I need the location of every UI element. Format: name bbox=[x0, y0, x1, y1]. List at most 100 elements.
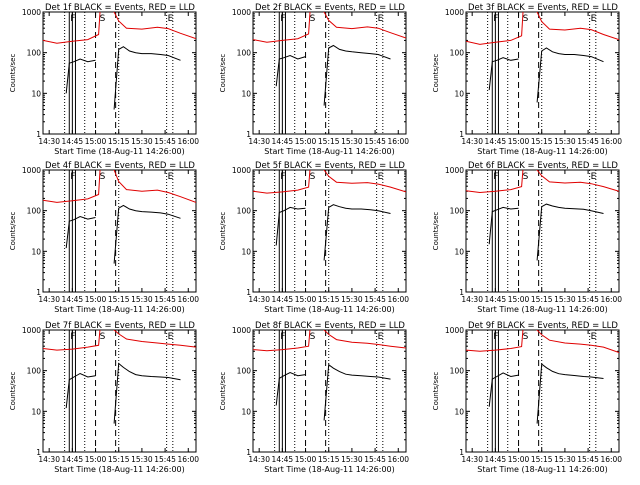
y-tick-label: 10 bbox=[241, 247, 251, 256]
marker-label-s: S bbox=[310, 14, 316, 24]
x-tick-label: 15:30 bbox=[131, 137, 153, 146]
x-tick-label: 15:30 bbox=[554, 295, 576, 304]
marker-label-s: S bbox=[523, 172, 529, 182]
series-line-events bbox=[275, 363, 391, 421]
x-tick-label: 15:00 bbox=[85, 295, 107, 304]
panel-title: Det 5f BLACK = Events, RED = LLD bbox=[255, 161, 405, 171]
x-tick-label: 14:30 bbox=[248, 295, 270, 304]
y-tick-label: 100 bbox=[237, 207, 252, 216]
x-tick-label: 14:45 bbox=[62, 137, 84, 146]
x-tick-label: 15:45 bbox=[364, 137, 386, 146]
marker-label-s: S bbox=[310, 332, 316, 342]
x-tick-label: 14:45 bbox=[485, 295, 507, 304]
x-tick-label: 16:00 bbox=[177, 295, 199, 304]
x-tick-label: 15:00 bbox=[295, 295, 317, 304]
x-tick-label: 15:15 bbox=[531, 295, 553, 304]
x-tick-label: 16:00 bbox=[387, 137, 409, 146]
y-tick-label: 10 bbox=[454, 407, 464, 416]
y-tick-label: 1 bbox=[36, 130, 41, 139]
marker-label-e: E bbox=[168, 172, 174, 182]
series-line-lld bbox=[43, 170, 196, 203]
x-tick-label: 16:00 bbox=[387, 295, 409, 304]
x-tick-label: 16:00 bbox=[387, 455, 409, 464]
x-tick-label: 14:45 bbox=[272, 295, 294, 304]
x-tick-label: 14:30 bbox=[38, 137, 60, 146]
x-tick-label: 15:30 bbox=[131, 295, 153, 304]
marker-label-f: F bbox=[493, 172, 498, 182]
x-tick-label: 14:45 bbox=[272, 137, 294, 146]
panel-title: Det 4f BLACK = Events, RED = LLD bbox=[45, 161, 195, 171]
x-tick-label: 16:00 bbox=[600, 295, 622, 304]
x-tick-label: 15:15 bbox=[108, 455, 130, 464]
series-line-lld bbox=[43, 330, 196, 351]
y-axis-label: Counts/sec bbox=[432, 212, 440, 251]
marker-label-f: F bbox=[280, 14, 285, 24]
x-tick-label: 14:30 bbox=[38, 455, 60, 464]
marker-label-f: F bbox=[70, 14, 75, 24]
x-tick-label: 14:45 bbox=[485, 455, 507, 464]
x-tick-label: 15:30 bbox=[554, 137, 576, 146]
marker-label-e: E bbox=[591, 172, 597, 182]
plot-frame bbox=[252, 169, 407, 293]
x-tick-label: 15:00 bbox=[85, 455, 107, 464]
x-tick-label: 14:30 bbox=[248, 455, 270, 464]
series-line-events bbox=[275, 204, 391, 261]
y-tick-label: 1 bbox=[459, 288, 464, 297]
y-tick-label: 100 bbox=[237, 367, 252, 376]
x-tick-label: 14:45 bbox=[485, 137, 507, 146]
series-line-lld bbox=[466, 330, 619, 353]
y-tick-label: 1 bbox=[246, 288, 251, 297]
y-tick-label: 1000 bbox=[445, 326, 464, 335]
y-tick-label: 1000 bbox=[232, 166, 251, 175]
y-axis-label: Counts/sec bbox=[219, 54, 227, 93]
marker-label-s: S bbox=[523, 332, 529, 342]
x-axis-label: Start Time (18-Aug-11 14:26:00) bbox=[477, 147, 608, 156]
panel-title: Det 7f BLACK = Events, RED = LLD bbox=[45, 321, 195, 331]
series-line-events bbox=[65, 46, 181, 110]
marker-label-e: E bbox=[591, 14, 597, 24]
y-tick-label: 10 bbox=[31, 89, 41, 98]
x-tick-label: 15:30 bbox=[554, 455, 576, 464]
plot-frame bbox=[465, 11, 620, 135]
marker-label-f: F bbox=[493, 14, 498, 24]
x-tick-label: 16:00 bbox=[177, 137, 199, 146]
series-line-lld bbox=[466, 12, 619, 45]
plot-frame bbox=[252, 11, 407, 135]
x-tick-label: 15:30 bbox=[131, 455, 153, 464]
y-tick-label: 1 bbox=[459, 130, 464, 139]
y-axis-label: Counts/sec bbox=[9, 372, 17, 411]
plot-frame bbox=[465, 329, 620, 453]
marker-label-f: F bbox=[493, 332, 498, 342]
y-axis-label: Counts/sec bbox=[9, 54, 17, 93]
marker-label-e: E bbox=[378, 332, 384, 342]
x-axis-label: Start Time (18-Aug-11 14:26:00) bbox=[264, 147, 395, 156]
series-line-lld bbox=[253, 12, 406, 43]
series-line-events bbox=[488, 203, 604, 261]
y-tick-label: 1000 bbox=[22, 166, 41, 175]
y-tick-label: 1000 bbox=[232, 8, 251, 17]
marker-label-e: E bbox=[168, 332, 174, 342]
x-tick-label: 15:15 bbox=[318, 137, 340, 146]
y-axis-label: Counts/sec bbox=[219, 372, 227, 411]
x-tick-label: 15:45 bbox=[364, 295, 386, 304]
x-tick-label: 16:00 bbox=[600, 137, 622, 146]
y-tick-label: 100 bbox=[450, 49, 465, 58]
marker-label-s: S bbox=[100, 14, 106, 24]
y-axis-label: Counts/sec bbox=[432, 54, 440, 93]
y-tick-label: 10 bbox=[241, 407, 251, 416]
plot-frame bbox=[465, 169, 620, 293]
y-tick-label: 1000 bbox=[445, 166, 464, 175]
y-tick-label: 100 bbox=[450, 207, 465, 216]
y-tick-label: 1000 bbox=[445, 8, 464, 17]
series-line-events bbox=[65, 362, 181, 424]
x-tick-label: 15:00 bbox=[508, 455, 530, 464]
y-tick-label: 100 bbox=[237, 49, 252, 58]
marker-label-f: F bbox=[280, 172, 285, 182]
x-tick-label: 15:45 bbox=[154, 455, 176, 464]
y-tick-label: 1000 bbox=[22, 8, 41, 17]
